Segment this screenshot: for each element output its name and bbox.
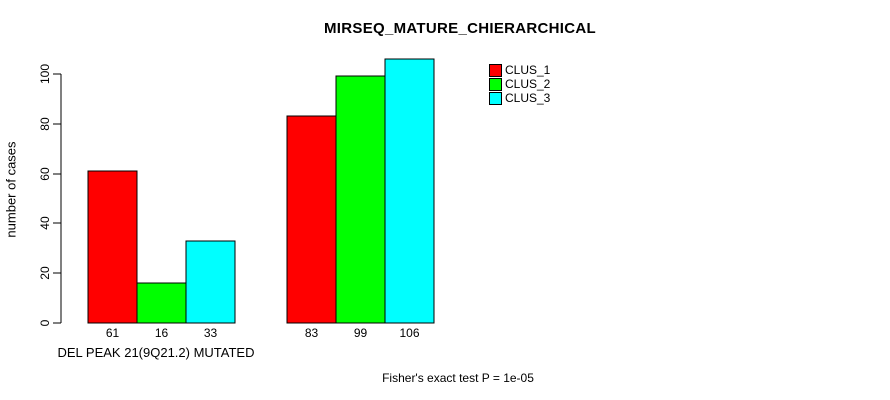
- legend: CLUS_1 CLUS_2 CLUS_3: [489, 64, 550, 106]
- y-axis-tick-label: 0: [38, 319, 52, 326]
- legend-label: CLUS_3: [505, 91, 551, 105]
- legend-row: CLUS_3: [489, 92, 550, 105]
- bar-clus_3: [185, 240, 236, 324]
- fisher-test-annotation: Fisher's exact test P = 1e-05: [382, 371, 534, 385]
- bar-value-label: 99: [354, 326, 368, 340]
- bar-clus_2: [136, 282, 187, 324]
- chart-title: MIRSEQ_MATURE_CHIERARCHICAL: [324, 20, 596, 37]
- bar-clus_1: [87, 170, 138, 324]
- legend-swatch-clus_3: [489, 92, 502, 105]
- legend-row: CLUS_1: [489, 64, 550, 77]
- y-axis-tick-label: 60: [38, 167, 52, 181]
- bar-value-label: 33: [204, 326, 218, 340]
- legend-label: CLUS_1: [505, 63, 551, 77]
- y-axis-tick-label: 40: [38, 216, 52, 230]
- bar-value-label: 61: [106, 326, 120, 340]
- y-axis-tick-label: 80: [38, 117, 52, 131]
- bar-value-label: 83: [305, 326, 319, 340]
- bar-clus_2: [335, 75, 386, 324]
- legend-swatch-clus_1: [489, 64, 502, 77]
- legend-swatch-clus_2: [489, 78, 502, 91]
- bar-clus_3: [384, 58, 435, 324]
- y-axis-tick-label: 20: [38, 266, 52, 280]
- legend-label: CLUS_2: [505, 77, 551, 91]
- bar-value-label: 16: [155, 326, 169, 340]
- bar-clus_1: [286, 115, 337, 324]
- y-axis-tick-label: 100: [38, 64, 52, 84]
- legend-row: CLUS_2: [489, 78, 550, 91]
- bar-value-label: 106: [399, 326, 419, 340]
- x-axis-group-label: DEL PEAK 21(9Q21.2) MUTATED: [57, 345, 255, 360]
